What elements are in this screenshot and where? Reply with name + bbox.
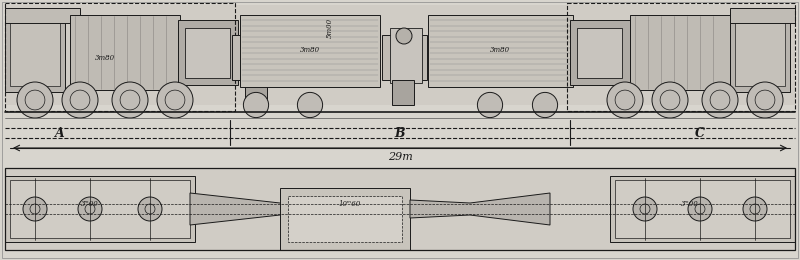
Bar bbox=[610, 176, 795, 242]
Bar bbox=[185, 28, 230, 78]
Circle shape bbox=[243, 92, 269, 118]
Bar bbox=[382, 35, 427, 80]
Circle shape bbox=[747, 82, 783, 118]
Text: 10ᵐ60: 10ᵐ60 bbox=[339, 200, 361, 208]
Text: 3m80: 3m80 bbox=[95, 54, 115, 62]
Bar bbox=[5, 5, 795, 105]
Circle shape bbox=[112, 82, 148, 118]
Bar bbox=[5, 168, 795, 250]
Circle shape bbox=[607, 82, 643, 118]
Circle shape bbox=[478, 92, 502, 118]
Bar bbox=[5, 168, 795, 250]
Circle shape bbox=[78, 197, 102, 221]
Bar bbox=[5, 176, 195, 242]
Circle shape bbox=[17, 82, 53, 118]
Text: B: B bbox=[394, 127, 406, 140]
Circle shape bbox=[688, 197, 712, 221]
Bar bbox=[570, 20, 630, 85]
Text: 29m: 29m bbox=[388, 152, 412, 162]
Circle shape bbox=[157, 82, 193, 118]
Bar bbox=[730, 8, 795, 23]
Polygon shape bbox=[410, 193, 550, 225]
Circle shape bbox=[138, 197, 162, 221]
Bar bbox=[5, 12, 65, 92]
Circle shape bbox=[248, 28, 264, 44]
Bar bbox=[392, 80, 414, 105]
Polygon shape bbox=[190, 193, 330, 225]
Text: 3ᵐ00: 3ᵐ00 bbox=[681, 200, 699, 208]
Bar bbox=[615, 180, 790, 238]
Bar bbox=[390, 28, 422, 83]
Text: 5m00: 5m00 bbox=[326, 18, 334, 38]
Circle shape bbox=[633, 197, 657, 221]
Bar bbox=[178, 20, 238, 85]
Bar bbox=[630, 15, 730, 90]
Text: 3ᵐ00: 3ᵐ00 bbox=[81, 200, 99, 208]
Circle shape bbox=[298, 92, 322, 118]
Circle shape bbox=[533, 92, 558, 118]
Bar bbox=[577, 28, 622, 78]
Bar bbox=[10, 18, 60, 86]
Text: A: A bbox=[55, 127, 65, 140]
Circle shape bbox=[23, 197, 47, 221]
Bar bbox=[240, 15, 380, 87]
Bar bbox=[735, 18, 785, 86]
Circle shape bbox=[743, 197, 767, 221]
Bar bbox=[288, 196, 402, 242]
Bar bbox=[5, 3, 235, 111]
Text: 3m80: 3m80 bbox=[300, 46, 320, 54]
Bar bbox=[280, 188, 410, 250]
Circle shape bbox=[652, 82, 688, 118]
Bar bbox=[10, 180, 190, 238]
Text: 3m80: 3m80 bbox=[490, 46, 510, 54]
Bar bbox=[567, 3, 795, 111]
Bar bbox=[232, 35, 277, 80]
Bar bbox=[428, 15, 573, 87]
Bar bbox=[5, 8, 80, 23]
Bar bbox=[245, 80, 267, 105]
Circle shape bbox=[396, 28, 412, 44]
Bar bbox=[730, 12, 790, 92]
Circle shape bbox=[62, 82, 98, 118]
Text: C: C bbox=[695, 127, 705, 140]
Bar bbox=[70, 15, 180, 90]
Circle shape bbox=[702, 82, 738, 118]
